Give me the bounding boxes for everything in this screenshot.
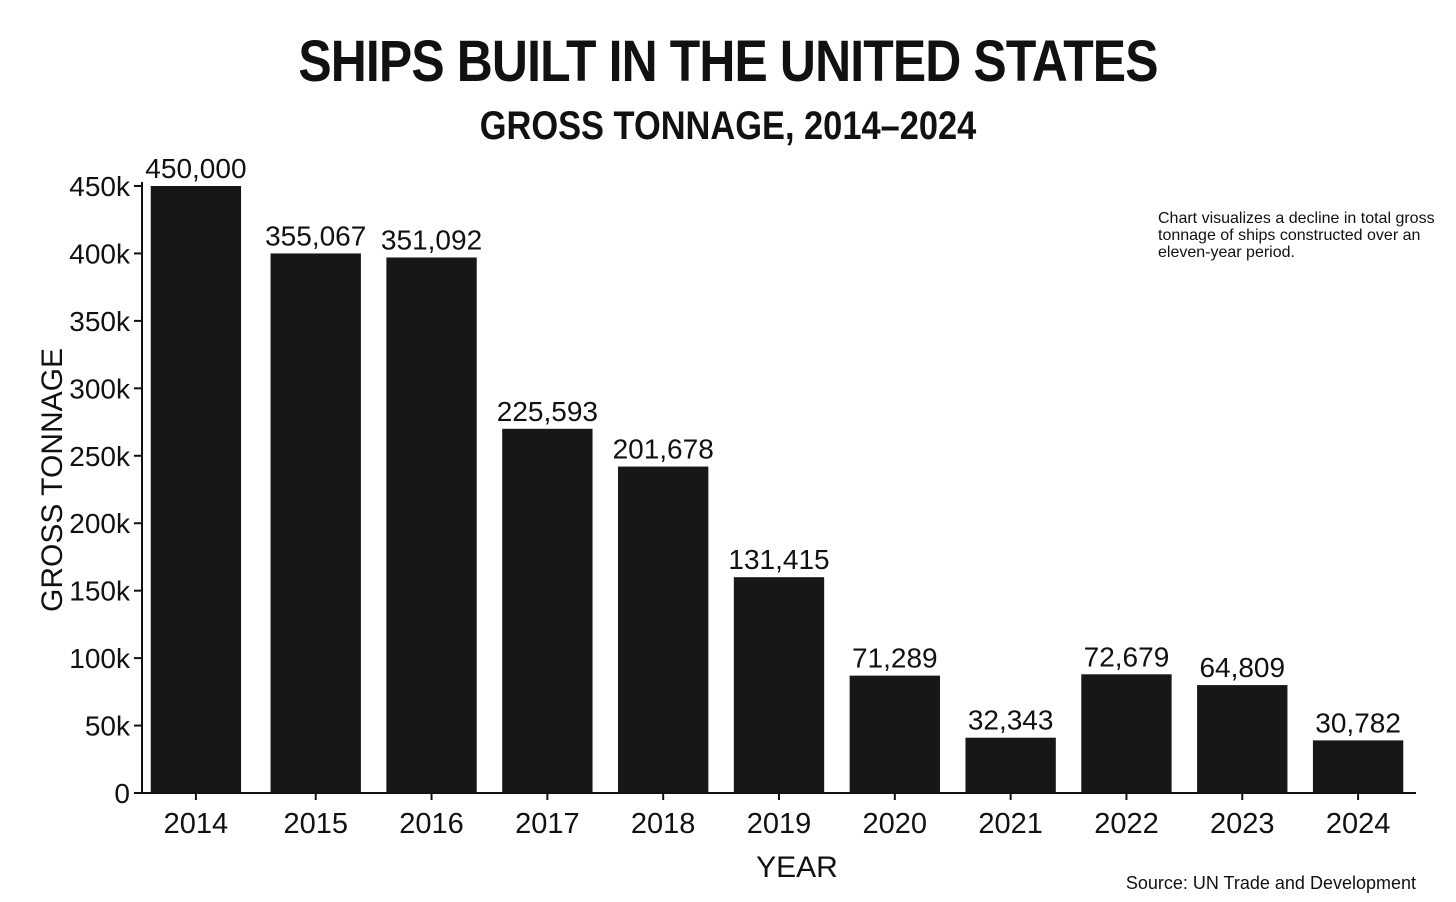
y-tick-label: 0 [114,778,130,809]
bar-2019 [733,577,825,793]
bars [150,186,1404,794]
chart-annotation: Chart visualizes a decline in total gros… [1158,210,1435,261]
bar-data-labels: 450,000 355,067 351,092 225,593 201,678 131,4… [145,153,1401,738]
data-label-2022: 72,679 [1084,641,1170,672]
data-label-2023: 64,809 [1199,652,1285,683]
bar-2021 [965,737,1056,793]
x-tick-label-2017: 2017 [515,808,580,840]
bar-2016 [386,257,477,794]
y-tick-label: 300k [69,373,131,404]
x-axis-ticks: 2014 2015 2016 2017 2018 2019 2020 2021 2022 2023… [164,793,1391,840]
bar-2015 [270,253,361,793]
x-tick-label-2016: 2016 [399,808,464,840]
chart-subtitle: GROSS TONNAGE, 2014–2024 [479,104,977,148]
data-label-2015: 355,067 [265,220,366,251]
x-tick-label-2019: 2019 [747,808,812,840]
bar-2014 [150,186,242,793]
y-axis-ticks: 0 50k 100k 150k 200k 250k 300k 350k 400k 450k [69,171,142,809]
x-tick-label-2015: 2015 [283,808,348,840]
x-tick-label-2020: 2020 [863,808,928,840]
x-axis-label: YEAR [756,851,838,884]
x-tick-label-2014: 2014 [164,808,229,840]
data-label-2024: 30,782 [1315,707,1401,738]
data-label-2020: 71,289 [852,643,938,674]
data-label-2018: 201,678 [613,434,714,465]
x-tick-label-2021: 2021 [978,808,1043,840]
y-tick-label: 250k [69,441,131,472]
y-tick-label: 50k [85,711,131,742]
data-label-2017: 225,593 [497,396,598,427]
bar-2024 [1312,740,1404,793]
chart-title: SHIPS BUILT IN THE UNITED STATES [298,29,1158,94]
data-label-2019: 131,415 [728,544,829,575]
y-axis-label: GROSS TONNAGE [36,348,69,612]
data-label-2014: 450,000 [145,153,246,184]
x-tick-label-2018: 2018 [631,808,696,840]
y-tick-label: 450k [69,171,131,202]
bar-2022 [1081,674,1172,793]
x-tick-label-2024: 2024 [1326,808,1391,840]
x-tick-label-2023: 2023 [1210,808,1275,840]
y-tick-label: 150k [69,576,131,607]
y-tick-label: 350k [69,306,131,337]
bar-2018 [618,466,709,793]
bar-2020 [849,675,940,793]
y-tick-label: 200k [69,508,131,539]
y-tick-label: 100k [69,643,131,674]
x-tick-label-2022: 2022 [1094,808,1159,840]
bar-2017 [502,428,593,793]
bar-2023 [1197,685,1288,793]
data-label-2016: 351,092 [381,224,482,255]
y-tick-label: 400k [69,238,131,269]
data-label-2021: 32,343 [968,705,1054,736]
source-note: Source: UN Trade and Development [1125,873,1416,893]
